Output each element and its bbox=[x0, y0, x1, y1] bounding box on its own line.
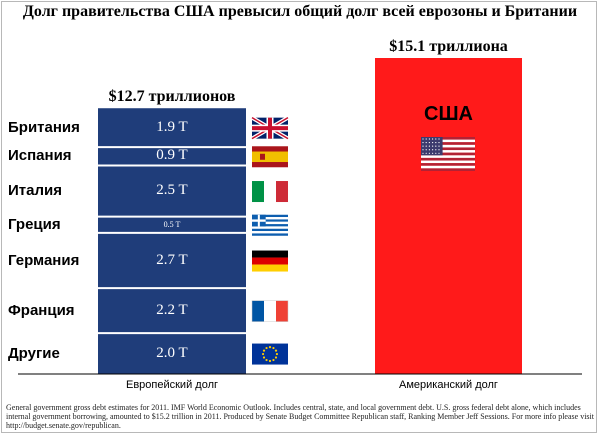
country-label-spain: Испания bbox=[8, 147, 72, 165]
bar-segment-germany bbox=[98, 232, 246, 289]
europe-total-label: $12.7 триллионов bbox=[108, 88, 236, 105]
country-label-uk: Британия bbox=[8, 118, 80, 136]
bar-segment-france bbox=[98, 288, 246, 334]
segment-value-germany: 2.7 T bbox=[156, 251, 188, 268]
bars-group bbox=[98, 58, 522, 374]
country-label-italy: Италия bbox=[8, 182, 62, 200]
europe-axis-label: Европейский долг bbox=[125, 379, 219, 391]
uk-flag-icon bbox=[250, 115, 290, 141]
germany-flag-icon bbox=[252, 250, 288, 272]
eu-flag-icon bbox=[252, 343, 288, 365]
segment-value-spain: 0.9 T bbox=[156, 147, 188, 164]
country-label-germany: Германия bbox=[8, 251, 80, 269]
italy-flag-icon bbox=[252, 181, 288, 203]
bar-segment-eu bbox=[98, 333, 246, 374]
footnote: General government gross debt estimates … bbox=[6, 403, 594, 430]
bar-segment-greece bbox=[98, 216, 246, 233]
segment-value-greece: 0.5 T bbox=[163, 219, 181, 229]
country-label-france: Франция bbox=[8, 301, 75, 319]
bar-segment-spain bbox=[98, 147, 246, 166]
usa-axis-label: Американский долг bbox=[399, 379, 498, 391]
greece-flag-icon bbox=[252, 214, 288, 236]
chart-title: Долг правительства США превысил общий до… bbox=[22, 3, 578, 20]
usa-total-label: $15.1 триллиона bbox=[389, 38, 508, 55]
usa-bar bbox=[375, 58, 522, 374]
spain-flag-icon bbox=[252, 146, 288, 168]
bar-segment-italy bbox=[98, 165, 246, 217]
usa-bar-label: США bbox=[424, 103, 473, 125]
segment-value-uk: 1.9 T bbox=[156, 118, 188, 135]
segment-value-eu: 2.0 T bbox=[156, 344, 188, 361]
segment-value-france: 2.2 T bbox=[156, 301, 188, 318]
france-flag-icon bbox=[251, 300, 289, 322]
usa-flag-icon bbox=[421, 137, 475, 171]
flags-group bbox=[250, 115, 475, 365]
segment-value-italy: 2.5 T bbox=[156, 182, 188, 199]
bar-segment-uk bbox=[98, 108, 246, 148]
country-label-greece: Греция bbox=[8, 215, 61, 233]
country-label-eu: Другие bbox=[8, 344, 60, 362]
